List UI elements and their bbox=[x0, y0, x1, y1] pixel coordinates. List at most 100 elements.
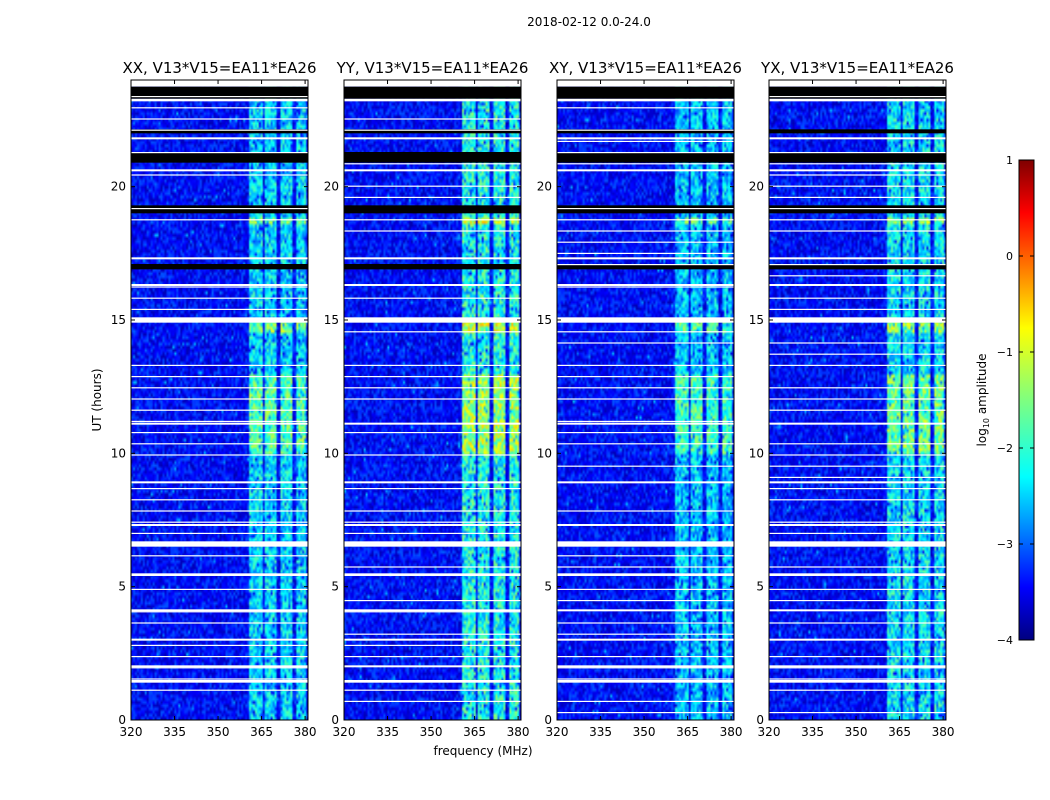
flagged-line bbox=[769, 689, 946, 691]
panel-title: XX, V13*V15=EA11*EA26 bbox=[122, 59, 316, 77]
x-tick-label: 350 bbox=[207, 725, 230, 739]
flagged-line bbox=[131, 555, 308, 557]
flagged-row-black bbox=[557, 264, 734, 270]
y-tick-label: 15 bbox=[111, 313, 126, 327]
panel-1: XX, V13*V15=EA11*EA26 320 335 350 365 380 0 5 10… bbox=[111, 59, 317, 739]
flagged-line bbox=[557, 678, 734, 680]
flagged-line bbox=[769, 521, 946, 523]
heatmap-image bbox=[344, 80, 521, 720]
flagged-row-white bbox=[131, 80, 308, 87]
flagged-line bbox=[769, 622, 946, 624]
flagged-row-white bbox=[769, 638, 946, 641]
flagged-line bbox=[769, 152, 946, 154]
panel-frame bbox=[130, 79, 309, 721]
flagged-row-white bbox=[344, 541, 521, 547]
flagged-row-black bbox=[769, 152, 946, 163]
flagged-line bbox=[557, 152, 734, 154]
flagged-line bbox=[769, 275, 946, 277]
flagged-line bbox=[769, 196, 946, 198]
flagged-row-black bbox=[344, 205, 521, 214]
flagged-line bbox=[557, 208, 734, 210]
flagged-row-black bbox=[344, 264, 521, 270]
x-tick-label: 335 bbox=[163, 725, 186, 739]
x-tick-label: 365 bbox=[250, 725, 273, 739]
flagged-line bbox=[131, 376, 308, 378]
flagged-line bbox=[769, 308, 946, 310]
flagged-line bbox=[557, 622, 734, 624]
flagged-line bbox=[557, 443, 734, 445]
flagged-row-black bbox=[344, 86, 521, 99]
x-axis-label: frequency (MHz) bbox=[433, 744, 532, 758]
flagged-line bbox=[344, 320, 521, 322]
flagged-line bbox=[769, 364, 946, 366]
flagged-row-white bbox=[557, 257, 734, 260]
flagged-line bbox=[344, 532, 521, 534]
colorbar-label: log10 amplitude bbox=[975, 354, 991, 447]
flagged-line bbox=[557, 667, 734, 669]
y-tick-label: 0 bbox=[331, 713, 339, 727]
flagged-row-black bbox=[557, 152, 734, 163]
x-tick-label: 365 bbox=[888, 725, 911, 739]
flagged-line bbox=[131, 499, 308, 501]
flagged-row-white bbox=[557, 609, 734, 612]
flagged-line bbox=[557, 465, 734, 467]
flagged-row-white bbox=[769, 80, 946, 87]
flagged-line bbox=[344, 129, 521, 131]
flagged-line bbox=[344, 196, 521, 198]
colorbar-tick-label: −1 bbox=[997, 346, 1013, 359]
y-tick-label: 15 bbox=[537, 313, 552, 327]
colorbar bbox=[1018, 159, 1035, 641]
colorbar-tick-label: 1 bbox=[1006, 154, 1013, 167]
y-tick-label: 5 bbox=[544, 580, 552, 594]
flagged-line bbox=[557, 432, 734, 434]
flagged-row-white bbox=[769, 573, 946, 576]
flagged-row-white bbox=[131, 422, 308, 425]
flagged-line bbox=[557, 398, 734, 400]
flagged-line bbox=[557, 230, 734, 232]
panel-frame bbox=[343, 79, 522, 721]
flagged-row-white bbox=[557, 98, 734, 102]
flagged-line bbox=[344, 398, 521, 400]
flagged-row-white bbox=[131, 481, 308, 484]
flagged-line bbox=[557, 129, 734, 131]
x-tick-label: 320 bbox=[758, 725, 781, 739]
flagged-row-white bbox=[557, 80, 734, 87]
flagged-row-white bbox=[131, 609, 308, 612]
flagged-row-white bbox=[769, 680, 946, 683]
y-tick-label: 5 bbox=[331, 580, 339, 594]
flagged-line bbox=[557, 342, 734, 344]
heatmap-image bbox=[769, 80, 946, 720]
flagged-line bbox=[131, 308, 308, 310]
flagged-row-white bbox=[769, 609, 946, 612]
flagged-row-white bbox=[344, 573, 521, 576]
flagged-line bbox=[131, 387, 308, 389]
flagged-row-black bbox=[557, 129, 734, 134]
flagged-row-white bbox=[344, 137, 521, 140]
y-tick-label: 5 bbox=[118, 580, 126, 594]
flagged-row-white bbox=[557, 137, 734, 140]
flagged-row-white bbox=[769, 524, 946, 526]
flagged-line bbox=[557, 286, 734, 288]
flagged-line bbox=[557, 600, 734, 602]
flagged-line bbox=[131, 286, 308, 288]
flagged-line bbox=[769, 163, 946, 165]
flagged-row-black bbox=[131, 86, 308, 99]
panel-frame bbox=[556, 79, 735, 721]
flagged-row-white bbox=[344, 284, 521, 286]
flagged-line bbox=[131, 409, 308, 411]
flagged-line bbox=[557, 219, 734, 221]
y-tick-label: 0 bbox=[118, 713, 126, 727]
flagged-line bbox=[769, 185, 946, 187]
flagged-line bbox=[131, 622, 308, 624]
y-tick-label: 10 bbox=[537, 446, 552, 460]
flagged-line bbox=[769, 409, 946, 411]
flagged-line bbox=[769, 566, 946, 568]
flagged-line bbox=[344, 656, 521, 658]
flagged-row-white bbox=[557, 573, 734, 576]
colorbar-tick-label: −4 bbox=[997, 634, 1013, 647]
flagged-line bbox=[557, 555, 734, 557]
flagged-line bbox=[131, 656, 308, 658]
flagged-line bbox=[769, 387, 946, 389]
y-tick-label: 20 bbox=[111, 180, 126, 194]
